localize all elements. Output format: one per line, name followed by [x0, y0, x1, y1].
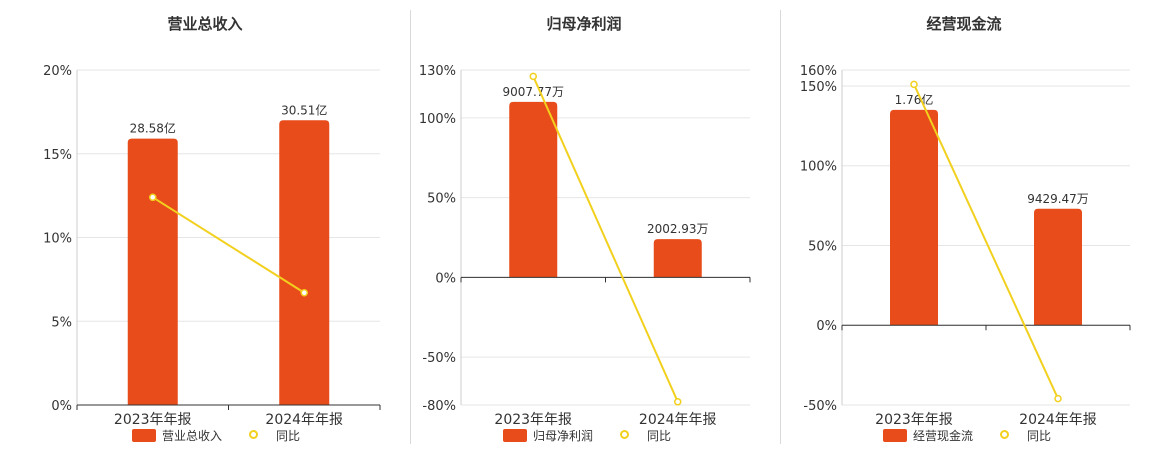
chart-legend: 归母净利润 同比: [503, 427, 671, 444]
yoy-point: [529, 72, 537, 81]
legend-bar-label: 经营现金流: [913, 429, 974, 443]
chart-panel-cash-flow: 经营现金流 -50% 0% 50% 100% 150% 160% 1.76亿 9429.47万…: [775, 0, 1145, 450]
y-tick-label: 15%: [43, 148, 72, 163]
x-category-label: 2023年年报: [114, 412, 192, 428]
bar: [279, 120, 330, 405]
chart-plot-cash-flow: -50% 0% 50% 100% 150%160% 1.76亿 9429.47万 2023年年…: [800, 64, 1131, 428]
bar: [890, 109, 938, 326]
y-tick-label: 160%: [800, 64, 837, 79]
y-tick-label: -50%: [422, 351, 456, 366]
chart-panel-net-profit: 归母净利润 -80% -50% 0% 50% 100% 130% 9007.77万 2002.…: [395, 0, 765, 450]
legend-line-swatch: [611, 429, 641, 443]
x-category-label: 2023年年报: [875, 412, 953, 428]
bar-data-label: 28.58亿: [130, 121, 176, 136]
bar-data-label: 1.76亿: [895, 92, 934, 107]
y-tick-label: 0%: [816, 319, 837, 334]
chart-plot-net-profit: -80% -50% 0% 50% 100% 130% 9007.77万 2002.93万 202…: [419, 64, 751, 428]
x-category-label: 2023年年报: [494, 412, 572, 428]
yoy-line: [913, 83, 1059, 400]
chart-legend: 营业总收入 同比: [132, 427, 300, 444]
y-tick-label: 20%: [43, 64, 72, 79]
bar: [1034, 208, 1082, 326]
y-tick-label: 100%: [419, 112, 456, 127]
y-tick-label: 0%: [435, 271, 456, 286]
legend-line-swatch: [991, 429, 1021, 443]
legend-bar-swatch: [883, 429, 907, 442]
legend-line-label: 同比: [1027, 429, 1052, 443]
y-tick-label: 130%: [419, 64, 456, 79]
yoy-line: [532, 75, 679, 403]
y-tick-label: 150%: [800, 80, 837, 95]
chart-title: 营业总收入: [167, 15, 243, 33]
yoy-point: [674, 398, 682, 406]
y-tick-label: -80%: [422, 399, 456, 414]
bar-data-label: 9007.77万: [502, 85, 564, 99]
chart-panel-revenue: 营业总收入 0% 5% 10% 15% 20% 28.58亿 30.51亿 2023年年报 20…: [20, 0, 390, 450]
yoy-point: [300, 289, 308, 297]
yoy-point: [149, 193, 157, 202]
legend-line-label: 同比: [647, 429, 672, 443]
x-category-label: 2024年年报: [1019, 412, 1097, 428]
chart-title: 归母净利润: [546, 15, 622, 33]
bar-data-label: 2002.93万: [647, 222, 709, 236]
yoy-point: [1054, 394, 1062, 403]
panel-divider: [410, 10, 411, 444]
y-tick-label: -50%: [803, 399, 837, 414]
y-tick-label: 100%: [800, 160, 837, 175]
chart-title: 经营现金流: [926, 15, 1002, 33]
y-tick-label: 10%: [43, 232, 72, 247]
x-category-label: 2024年年报: [639, 412, 717, 428]
chart-legend: 经营现金流 同比: [883, 427, 1051, 444]
bar-data-label: 9429.47万: [1027, 192, 1089, 206]
legend-bar-label: 营业总收入: [162, 429, 223, 443]
bar: [127, 138, 178, 406]
y-tick-label: 50%: [808, 239, 837, 254]
legend-line-label: 同比: [276, 429, 301, 443]
y-tick-label: 0%: [51, 399, 72, 414]
legend-bar-label: 归母净利润: [533, 429, 594, 443]
legend-line-swatch: [240, 429, 270, 443]
y-tick-label: 50%: [427, 192, 456, 207]
y-tick-label: 5%: [51, 315, 72, 330]
panel-divider: [780, 10, 781, 444]
x-category-label: 2024年年报: [265, 412, 343, 428]
legend-bar-swatch: [503, 429, 527, 442]
yoy-point: [910, 80, 918, 89]
bar: [653, 239, 702, 278]
chart-plot-revenue: 0% 5% 10% 15% 20% 28.58亿 30.51亿 2023年年报 2024年年报: [43, 64, 381, 428]
legend-bar-swatch: [132, 429, 156, 442]
bar: [509, 101, 558, 278]
yoy-line: [152, 196, 305, 294]
bar-data-label: 30.51亿: [281, 102, 327, 117]
